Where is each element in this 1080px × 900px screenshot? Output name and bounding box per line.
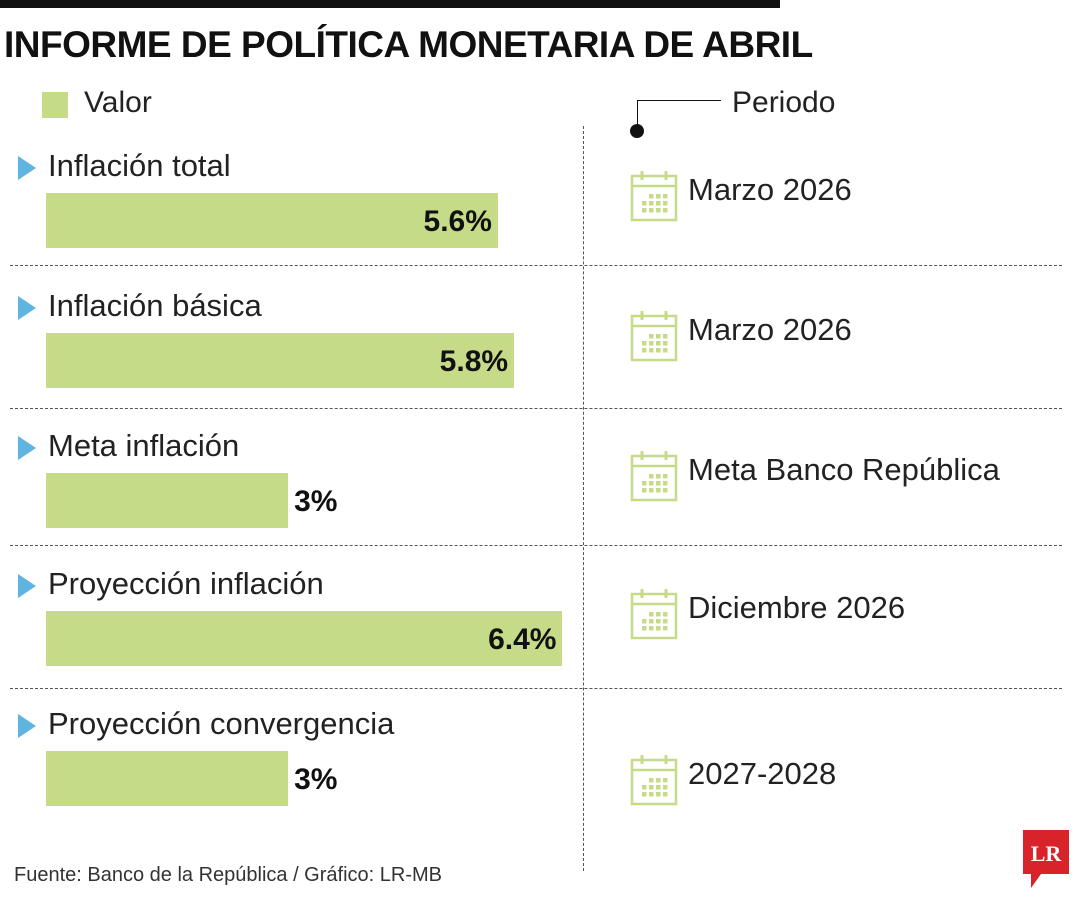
calendar-icon	[630, 451, 678, 502]
legend-label-periodo: Periodo	[732, 86, 836, 119]
bar-value-label: 5.8%	[439, 345, 509, 378]
periodo-pointer-stem	[637, 100, 638, 128]
lr-logo: LR	[1023, 830, 1069, 888]
bar	[46, 611, 563, 666]
chart-row-proyeccion-inflacion: Proyección inflación 6.4% Diciembre 2026	[0, 566, 1080, 706]
bar-value-label: 5.6%	[423, 205, 492, 238]
triangle-bullet-icon	[18, 574, 36, 598]
triangle-bullet-icon	[18, 296, 36, 320]
bar	[46, 751, 289, 806]
periodo-pointer-line	[637, 100, 721, 101]
row-separator	[10, 545, 1062, 546]
source-note: Fuente: Banco de la República / Gráfico:…	[14, 864, 442, 886]
bar	[46, 333, 515, 388]
bar	[46, 473, 289, 528]
bar	[46, 193, 498, 248]
triangle-bullet-icon	[18, 714, 36, 738]
row-separator	[10, 265, 1062, 266]
calendar-icon	[630, 311, 678, 362]
lr-logo-text: LR	[1031, 841, 1063, 866]
periodo-pointer-dot	[630, 124, 644, 138]
chart-row-proyeccion-convergencia: Proyección convergencia 3% 2027-2028	[0, 706, 1080, 846]
chart-row-inflacion-basica: Inflación básica 5.8% Marzo 2026	[0, 288, 1080, 428]
legend-label-valor: Valor	[84, 86, 152, 119]
category-label: Meta inflación	[48, 428, 240, 463]
calendar-icon	[630, 589, 678, 640]
period-label: Diciembre 2026	[688, 590, 906, 625]
chart-title: INFORME DE POLÍTICA MONETARIA DE ABRIL	[4, 24, 813, 65]
bar-value-label: 3%	[294, 485, 338, 518]
triangle-bullet-icon	[18, 156, 36, 180]
period-label: Marzo 2026	[688, 312, 852, 347]
bar-value-label: 3%	[294, 763, 338, 796]
category-label: Proyección convergencia	[48, 706, 395, 741]
bar-value-label: 6.4%	[488, 623, 557, 656]
period-label: Meta Banco República	[688, 452, 1000, 487]
calendar-icon	[630, 755, 678, 806]
calendar-icon	[630, 171, 678, 222]
category-label: Proyección inflación	[48, 566, 324, 601]
row-separator	[10, 408, 1062, 409]
row-separator	[10, 688, 1062, 689]
triangle-bullet-icon	[18, 436, 36, 460]
column-divider	[583, 126, 584, 871]
period-label: Marzo 2026	[688, 172, 852, 207]
category-label: Inflación básica	[48, 288, 262, 323]
category-label: Inflación total	[48, 148, 231, 183]
legend-swatch	[42, 92, 68, 118]
chart-row-inflacion-total: Inflación total 5.6% Marzo 2026	[0, 148, 1080, 288]
period-label: 2027-2028	[688, 756, 837, 791]
top-rule	[0, 0, 780, 8]
chart-row-meta-inflacion: Meta inflación 3% Meta Banco República	[0, 428, 1080, 568]
